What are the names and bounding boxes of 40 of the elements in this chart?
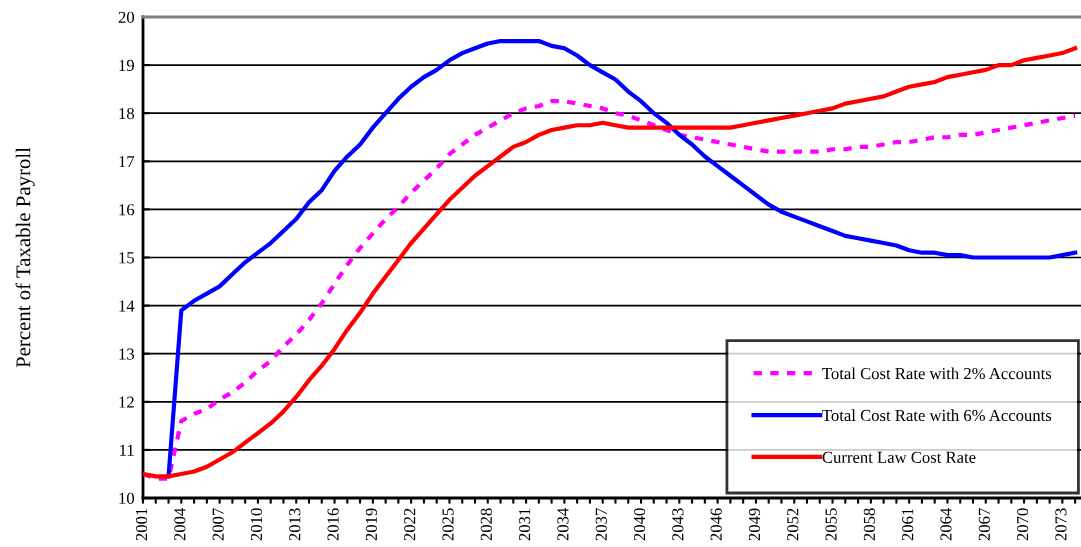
x-tick-label: 2061 bbox=[902, 508, 914, 541]
x-tick-label: 2019 bbox=[365, 508, 378, 541]
x-tick-label: 2022 bbox=[404, 508, 416, 541]
x-tick-label: 2064 bbox=[940, 507, 952, 541]
x-tick-label: 2037 bbox=[595, 508, 607, 541]
x-tick-label: 2070 bbox=[1017, 508, 1029, 541]
legend-label: Total Cost Rate with 6% Accounts bbox=[822, 409, 1052, 422]
x-tick-label: 2067 bbox=[978, 508, 990, 541]
y-axis-title: Percent of Taxable Payroll bbox=[15, 147, 35, 368]
x-tick-label: 2031 bbox=[519, 508, 531, 541]
y-tick-label: 17 bbox=[119, 156, 135, 168]
y-tick-label: 18 bbox=[119, 107, 135, 120]
x-tick-label: 2073 bbox=[1055, 508, 1067, 541]
x-tick-label: 2046 bbox=[710, 508, 722, 541]
x-tick-label: 2052 bbox=[787, 508, 799, 541]
legend-label: Total Cost Rate with 2% Accounts bbox=[822, 367, 1052, 380]
y-tick-label: 14 bbox=[119, 300, 135, 312]
legend-label: Current Law Cost Rate bbox=[822, 451, 976, 463]
y-tick-label: 15 bbox=[119, 252, 135, 264]
x-tick-label: 2049 bbox=[748, 508, 761, 541]
x-tick-label: 2010 bbox=[250, 508, 263, 541]
x-tick-label: 2043 bbox=[672, 508, 684, 541]
y-tick-label: 13 bbox=[119, 348, 135, 360]
y-tick-label: 20 bbox=[118, 11, 135, 23]
x-tick-label: 2004 bbox=[174, 507, 186, 541]
x-tick-label: 2025 bbox=[442, 508, 454, 541]
x-tick-label: 2007 bbox=[212, 508, 224, 541]
y-tick-label: 16 bbox=[119, 204, 135, 216]
y-tick-label: 19 bbox=[119, 59, 134, 72]
y-tick-label: 10 bbox=[119, 492, 135, 504]
x-tick-label: 2013 bbox=[289, 508, 301, 541]
x-tick-label: 2058 bbox=[863, 508, 876, 541]
x-tick-label: 2040 bbox=[633, 508, 646, 541]
y-tick-label: 12 bbox=[119, 396, 134, 408]
y-tick-label: 11 bbox=[120, 444, 134, 456]
x-tick-label: 2028 bbox=[480, 508, 492, 541]
x-tick-label: 2055 bbox=[825, 508, 837, 541]
x-tick-label: 2016 bbox=[327, 508, 339, 541]
x-tick-label: 2001 bbox=[135, 508, 148, 541]
x-tick-label: 2034 bbox=[557, 507, 569, 541]
